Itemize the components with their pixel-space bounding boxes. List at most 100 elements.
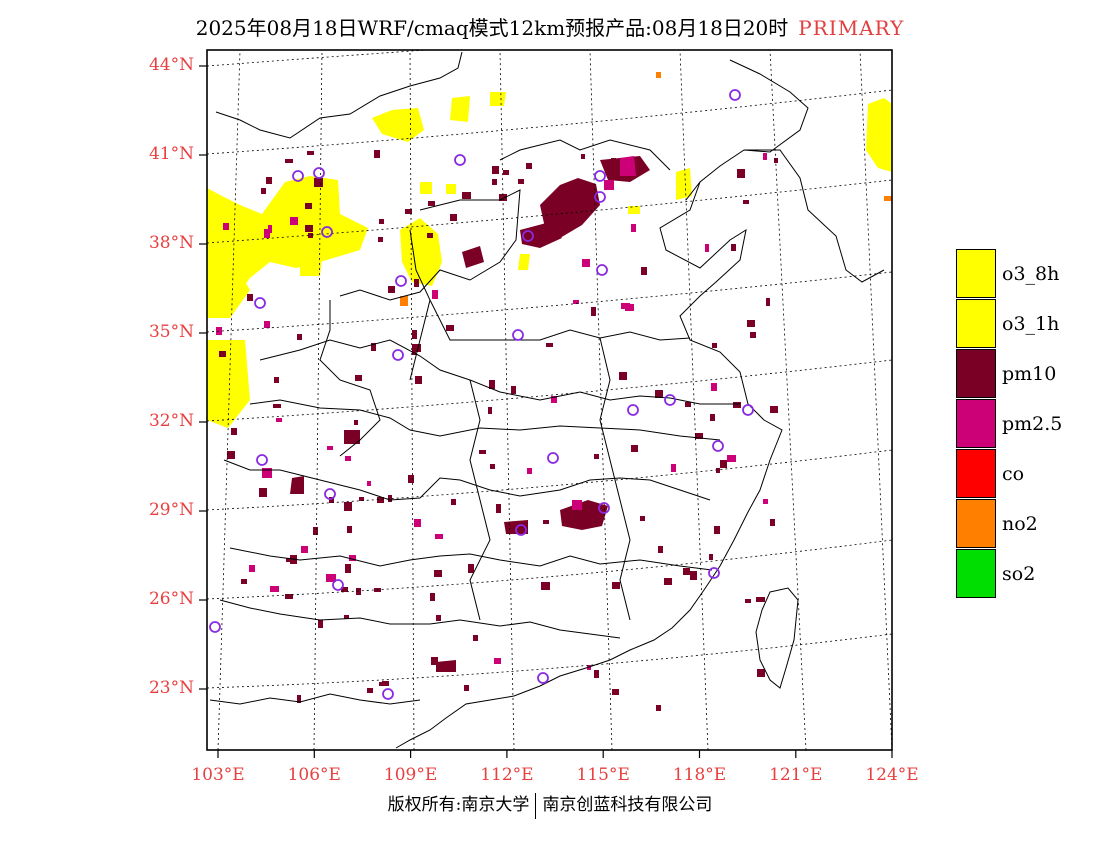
pollutant-cell [770,519,775,526]
scattered-cells-layer [216,150,778,711]
pollutant-cell [451,499,456,505]
pollutant-cell [716,468,720,473]
pollutant-cell [276,418,282,422]
pollutant-cell [359,497,364,501]
pollutant-cell [268,225,272,233]
boundary-lines [209,51,885,749]
lon-label-0: 103°E [191,765,245,785]
pollutant-cell [285,594,293,599]
pollutant-cell [594,454,599,459]
pollutant-cell [431,657,438,665]
pollutant-cell [582,259,590,267]
pollutant-cell [631,224,636,232]
lon-label-6: 121°E [769,765,823,785]
pollutant-cell [518,179,524,184]
pollutant-cell [259,488,267,497]
pollutant-cell [356,588,361,595]
axis-ticks [199,65,893,758]
graticule-lines [207,50,892,750]
city-station-marker [708,567,720,579]
pollutant-cell [327,446,333,450]
city-station-marker [596,264,608,276]
pollutant-cell [270,586,279,592]
city-station-markers [209,89,754,700]
pollutant-cell [308,233,313,238]
pollutant-cell [329,497,334,503]
lat-label-4: 32°N [148,411,194,431]
pollutant-cell [344,615,349,619]
pollutant-cell [266,177,272,184]
pollutant-cell [388,286,395,293]
pollutant-cell [432,290,438,299]
lon-label-3: 112°E [480,765,534,785]
pollutant-cell [488,407,492,414]
pollutant-cell [227,451,235,459]
pollutant-cell [511,386,516,394]
pollutant-cell [473,635,478,641]
pollutant-cell [379,219,384,224]
lat-label-3: 35°N [148,322,194,342]
pollutant-cell [412,330,417,339]
city-station-marker [313,167,325,179]
pollutant-cell [367,481,371,486]
city-station-marker [454,154,466,166]
pm25-field-layer [262,156,636,582]
pollutant-cell [763,499,768,504]
pollutant-cell [731,244,736,251]
pollutant-cell [290,217,298,225]
pollutant-cell [499,194,507,201]
pollutant-cell [710,414,715,421]
legend-label: o3_1h [1002,313,1060,335]
pollutant-cell [261,188,266,194]
lon-label-5: 118°E [672,765,727,785]
lat-label-1: 41°N [148,144,194,164]
pollutant-cell [546,343,553,347]
pollutant-cell [219,351,226,357]
pollutant-cell [494,658,501,664]
pollutant-cell [435,534,443,539]
pollutant-cell [305,225,313,232]
pollutant-cell [462,192,471,199]
pollutant-cell [611,158,616,163]
pollutant-cell [733,402,741,408]
city-station-marker [321,226,333,238]
city-station-marker [594,191,606,203]
pollutant-cell [307,151,314,155]
pollutant-cell [690,571,697,580]
pollutant-cell [551,396,557,403]
lon-label-4: 115°E [576,765,630,785]
city-station-marker [712,440,724,452]
pollutant-cell [374,150,380,158]
pollutant-cell [347,526,352,533]
pollutant-cell [711,383,717,391]
pollutant-cell [527,468,532,474]
title-tag: PRIMARY [798,16,905,40]
legend-label: no2 [1002,513,1038,535]
city-station-marker [332,579,344,591]
pollutant-cell [408,475,414,483]
pollutant-cell [612,582,620,589]
pollutant-cell [273,404,281,408]
copyright-line: 版权所有:南京大学 南京创蓝科技有限公司 [0,790,1100,819]
pollutant-cell [664,578,672,585]
pollutant-cell [581,154,585,159]
city-station-marker [742,404,754,416]
pollutant-cell [621,303,630,309]
pollutant-cell [231,428,237,435]
pollutant-cell [216,327,222,335]
pollutant-cell [345,456,351,461]
pollutant-cell [414,519,421,527]
pollutant-cell [747,320,755,327]
pollutant-cell [297,334,302,340]
city-station-marker [522,230,534,242]
pollutant-cell [658,546,663,553]
legend-swatch [956,449,996,498]
lon-label-7: 124°E [865,765,919,785]
city-station-marker [515,524,527,536]
legend-swatch [956,399,996,448]
pollutant-cell [737,169,745,178]
city-station-marker [324,488,336,500]
pollutant-cell [264,229,270,238]
lat-label-5: 29°N [148,500,194,520]
pollutant-cell [479,450,486,454]
